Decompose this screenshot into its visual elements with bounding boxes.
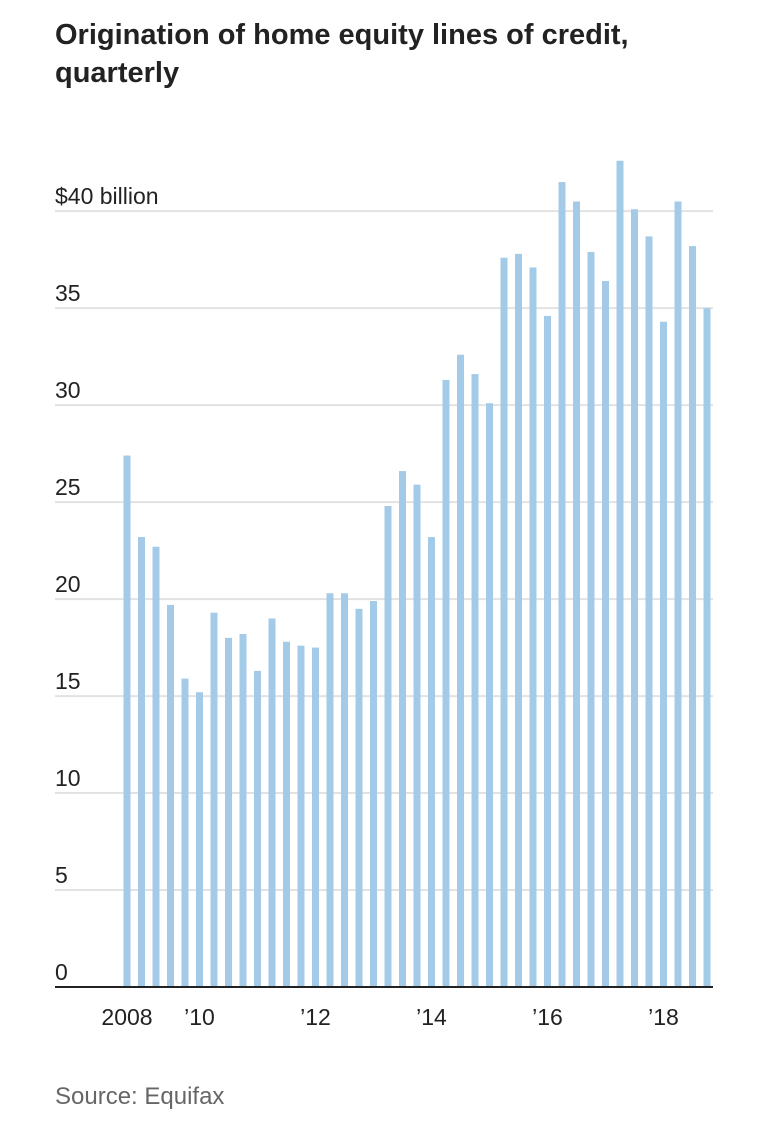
bar	[181, 678, 189, 987]
bar	[312, 647, 319, 987]
bar	[558, 182, 566, 987]
bar	[442, 379, 450, 988]
y-tick-label: 20	[55, 571, 81, 597]
bar	[355, 608, 363, 987]
bar	[268, 618, 276, 987]
bar	[457, 354, 464, 987]
bar	[573, 201, 580, 987]
y-tick-label: 15	[55, 668, 81, 694]
bar	[703, 308, 711, 987]
source: Source: Equifax	[55, 1083, 224, 1110]
bar	[167, 604, 174, 987]
bar	[500, 257, 508, 988]
x-tick-label: ’14	[416, 1004, 447, 1030]
bar	[645, 236, 653, 987]
bar	[674, 201, 682, 987]
bar	[254, 670, 261, 987]
x-tick-label: ’16	[532, 1004, 563, 1030]
x-tick-label: ’12	[300, 1004, 331, 1030]
y-tick-label: 35	[55, 280, 81, 306]
bar	[384, 505, 392, 987]
chart-title: Origination of home equity lines of cred…	[55, 19, 629, 89]
bar	[123, 455, 131, 987]
bar	[689, 246, 696, 988]
bar	[283, 641, 290, 987]
bar	[428, 537, 435, 987]
bar	[486, 403, 493, 987]
bar	[616, 160, 624, 988]
y-tick-label: 0	[55, 959, 68, 985]
bar	[297, 645, 305, 987]
x-tick-label: ’10	[184, 1004, 215, 1030]
x-tick-label: 2008	[101, 1004, 152, 1030]
bar	[138, 537, 145, 987]
bar	[196, 692, 203, 987]
bar	[399, 471, 406, 987]
bar	[529, 267, 537, 987]
bar	[602, 281, 609, 988]
y-tick-label: 30	[55, 377, 81, 403]
x-tick-label: ’18	[648, 1004, 679, 1030]
bar	[370, 601, 377, 987]
bar	[341, 593, 348, 987]
y-tick-label: 10	[55, 765, 81, 791]
bar	[515, 253, 522, 987]
bar	[587, 251, 595, 988]
y-tick-label: 5	[55, 862, 68, 888]
bar	[544, 315, 551, 988]
bar	[631, 209, 638, 987]
bar	[326, 593, 334, 987]
bar	[660, 321, 667, 988]
bar	[239, 634, 247, 987]
y-tick-label: 25	[55, 474, 81, 500]
bar	[210, 612, 218, 987]
bar	[152, 546, 160, 987]
bar	[225, 637, 232, 987]
bar	[413, 484, 421, 987]
y-tick-label: $40 billion	[55, 183, 159, 209]
bar	[471, 374, 479, 988]
